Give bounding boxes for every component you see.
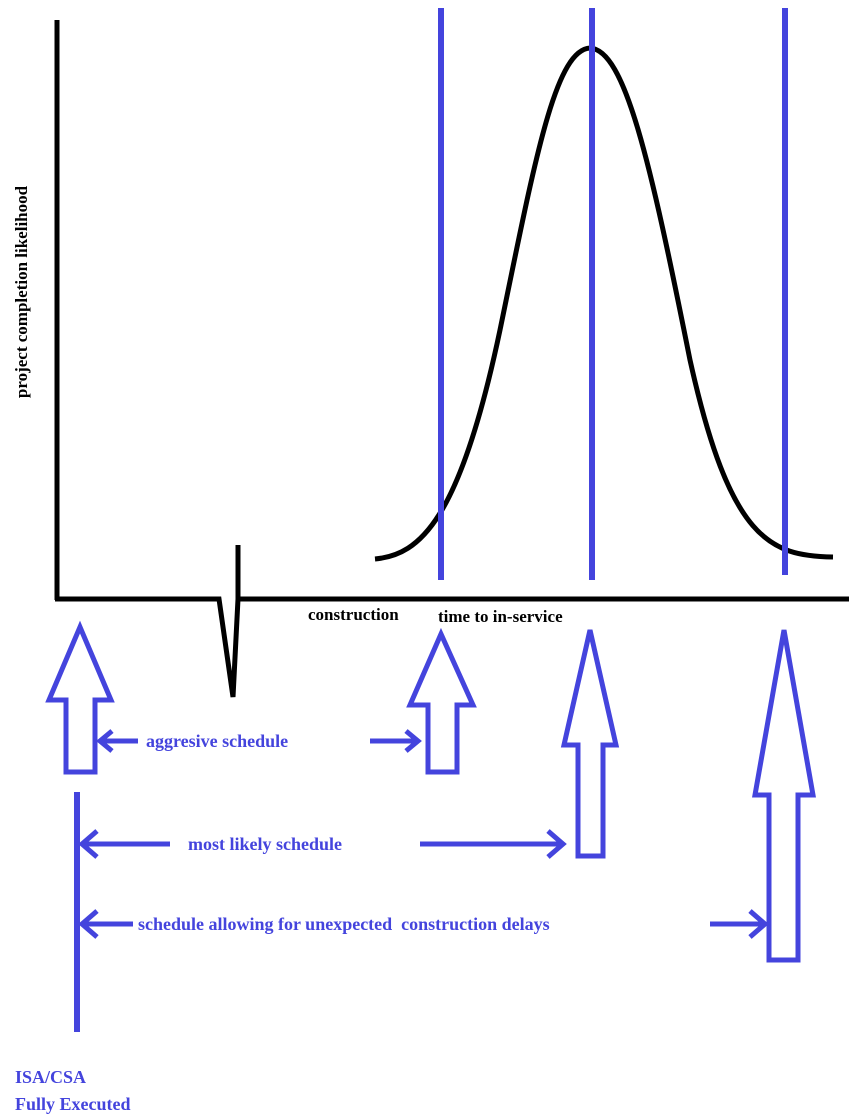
aggressive-span-arrow <box>96 729 422 753</box>
delay-up-arrow <box>752 629 816 963</box>
milestone-label-line1: ISA/CSA <box>15 1067 86 1087</box>
x-axis-label-construction: construction <box>308 605 399 624</box>
delay-span-arrow <box>78 909 769 939</box>
most-likely-up-arrow <box>560 629 620 859</box>
start-up-arrow <box>45 620 115 775</box>
delay-schedule-label: schedule allowing for unexpected constru… <box>138 914 550 934</box>
aggressive-up-arrow <box>406 627 477 775</box>
y-axis-label: project completion likelihood <box>12 185 31 398</box>
x-axis-label-time: time to in-service <box>438 607 563 626</box>
x-axis-with-break <box>55 545 849 698</box>
most-likely-span-arrow <box>78 829 567 859</box>
milestone-label-line2: Fully Executed <box>15 1094 131 1114</box>
most-likely-schedule-label: most likely schedule <box>188 834 342 854</box>
aggressive-schedule-label: aggresive schedule <box>146 731 288 751</box>
